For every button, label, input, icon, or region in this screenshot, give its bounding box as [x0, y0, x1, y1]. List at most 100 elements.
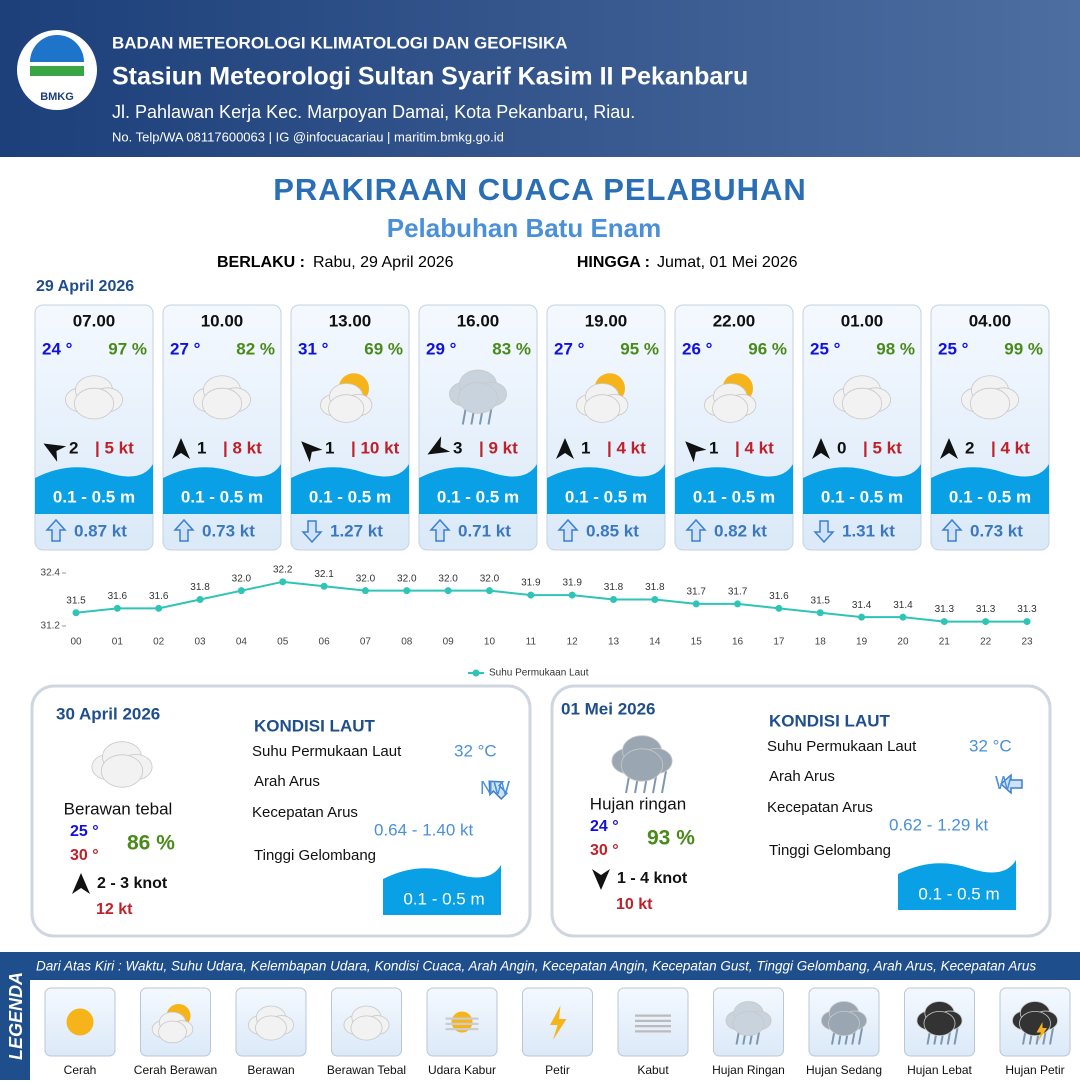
legend-item: Cerah Berawan [134, 1063, 217, 1077]
current-arrow [429, 518, 451, 542]
data-label: 31.3 [1017, 604, 1037, 615]
data-label: 31.5 [66, 595, 86, 606]
legend: LEGENDA Dari Atas Kiri : Waktu, Suhu Uda… [0, 952, 1080, 1080]
x-tick-label: 10 [484, 637, 496, 648]
data-label: 32.2 [273, 564, 293, 575]
address: Jl. Pahlawan Kerja Kec. Marpoyan Damai, … [112, 102, 635, 122]
current-speed: 0.71 kt [458, 521, 511, 540]
x-tick-label: 12 [567, 637, 579, 648]
humidity: 83 % [492, 339, 531, 358]
data-label: 32.1 [314, 569, 334, 580]
temperature: 27 ° [170, 339, 201, 358]
time: 07.00 [73, 311, 116, 330]
label: Suhu Permukaan Laut [252, 743, 402, 760]
point [568, 591, 576, 599]
legend-item: Udara Kabur [428, 1063, 496, 1077]
legend-marker [472, 669, 480, 677]
wind: 1 - 4 knot [617, 870, 688, 887]
wind-speed: 1 [197, 438, 206, 457]
label: Kecepatan Arus [252, 804, 358, 821]
valid-from: Rabu, 29 April 2026 [313, 254, 454, 271]
y-tick-label: 31.2 [41, 621, 61, 632]
current-speed: 0.87 kt [74, 521, 127, 540]
x-tick-label: 18 [815, 637, 827, 648]
gust: | 5 kt [863, 438, 902, 457]
gust: | 8 kt [223, 438, 262, 457]
current-speed: 0.64 - 1.40 kt [374, 820, 474, 839]
data-label: 31.7 [686, 587, 706, 598]
label: Tinggi Gelombang [254, 847, 376, 864]
wind-arrow [427, 436, 451, 455]
wave-height: 0.1 - 0.5 m [949, 487, 1031, 506]
wave-height: 0.1 - 0.5 m [693, 487, 775, 506]
temperature: 29 ° [426, 339, 457, 358]
sst: 32 °C [969, 736, 1012, 755]
point [734, 600, 742, 608]
humidity: 69 % [364, 339, 403, 358]
wave [163, 464, 281, 514]
wave-height: 0.1 - 0.5 m [181, 487, 263, 506]
legend-label: Suhu Permukaan Laut [489, 668, 589, 679]
data-label: 31.3 [976, 604, 996, 615]
temperature: 31 ° [298, 339, 329, 358]
point [155, 604, 163, 612]
logo-mark [30, 35, 84, 62]
fog [635, 1019, 671, 1022]
data-label: 32.0 [356, 573, 376, 584]
temp-max: 30 ° [70, 847, 99, 864]
wave-height: 0.1 - 0.5 m [437, 487, 519, 506]
gust: | 10 kt [351, 438, 400, 457]
cloud-part [841, 387, 883, 420]
data-label: 31.4 [852, 600, 872, 611]
cloud-part [828, 1010, 860, 1037]
wind-arrow [685, 441, 707, 463]
x-tick-label: 15 [691, 637, 703, 648]
point [403, 587, 411, 595]
logo-text: BMKG [40, 91, 74, 103]
legend-item: Petir [545, 1063, 570, 1077]
current-arrow [173, 518, 195, 542]
data-label: 31.8 [645, 582, 665, 593]
header-bg [0, 0, 1080, 157]
subtitle: Pelabuhan Batu Enam [387, 213, 662, 243]
data-label: 31.6 [149, 591, 169, 602]
wind-arrow [940, 438, 958, 459]
label: Tinggi Gelombang [769, 842, 891, 859]
sea-title: KONDISI LAUT [254, 716, 376, 735]
x-tick-label: 02 [153, 637, 165, 648]
cloud-part [712, 394, 749, 423]
data-label: 31.8 [190, 582, 210, 593]
x-tick-label: 09 [443, 637, 455, 648]
data-label: 31.8 [604, 582, 624, 593]
humidity: 96 % [748, 339, 787, 358]
cloud-part [923, 1010, 956, 1037]
day-panel: 01 Mei 2026 Hujan ringan 24 ° 30 ° 93 % 1 - 4… [550, 684, 1052, 938]
x-tick-label: 08 [401, 637, 413, 648]
bolt [1036, 1022, 1047, 1042]
wave [675, 464, 793, 514]
data-label: 31.5 [811, 595, 831, 606]
legend-item: Berawan [247, 1063, 294, 1077]
humidity: 99 % [1004, 339, 1043, 358]
sea-title: KONDISI LAUT [769, 711, 891, 730]
wind-speed: 1 [581, 438, 590, 457]
current-arrow [557, 518, 579, 542]
current-speed: 1.31 kt [842, 521, 895, 540]
current-arrow [45, 518, 67, 542]
gust: | 4 kt [607, 438, 646, 457]
time: 22.00 [713, 311, 756, 330]
current-arrow [685, 518, 707, 542]
x-tick-label: 16 [732, 637, 744, 648]
point [361, 587, 369, 595]
temperature: 24 ° [42, 339, 73, 358]
wind: 2 - 3 knot [97, 875, 168, 892]
x-tick-label: 05 [277, 637, 289, 648]
data-label: 32.0 [397, 573, 417, 584]
fog [635, 1014, 671, 1017]
legend-item: Berawan Tebal [327, 1063, 406, 1077]
legend-item: Kabut [637, 1063, 669, 1077]
point [113, 604, 121, 612]
humidity: 86 % [127, 832, 175, 855]
